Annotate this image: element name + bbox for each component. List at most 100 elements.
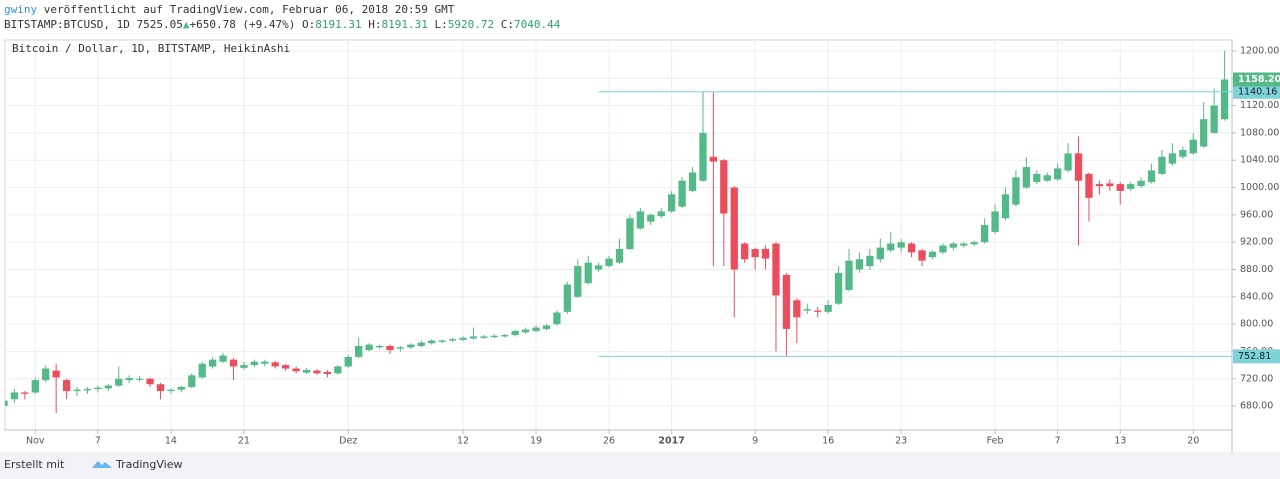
candle-body [824, 305, 832, 312]
brand-logo [92, 461, 112, 468]
last-price-label: 1158.20 [1238, 74, 1280, 85]
footer-created: Erstellt mit [4, 458, 65, 471]
candle-body [553, 312, 561, 325]
candle-body [1033, 173, 1041, 183]
candle-body [845, 260, 853, 290]
candle-body [469, 336, 478, 339]
candle-body [803, 309, 811, 311]
y-tick-label: 880.00 [1240, 264, 1273, 275]
candle-body [730, 187, 738, 270]
candle-body [365, 344, 373, 351]
candle-body [1085, 173, 1093, 198]
candle-body [772, 243, 780, 296]
candle-body [1210, 105, 1218, 133]
candle-body [615, 249, 624, 263]
candle-body [313, 370, 321, 374]
candle-body [939, 245, 947, 253]
candle-body [834, 272, 843, 304]
candle-body [146, 378, 154, 385]
candle-body [417, 342, 425, 346]
candle-body [250, 361, 259, 366]
arrow: ▲ [183, 18, 190, 31]
candle-body [814, 310, 822, 312]
x-tick-label: Dez [339, 436, 357, 447]
y-tick-label: 1200.00 [1240, 45, 1279, 56]
candle-body [688, 172, 697, 191]
footer-brand[interactable]: TradingView [115, 458, 182, 471]
l-label: L: [435, 18, 448, 31]
candle-body [125, 378, 133, 381]
candle-body [5, 400, 8, 407]
candle-body [1043, 175, 1051, 181]
candle-body [563, 284, 571, 312]
candle-body [115, 378, 123, 386]
plot-area [4, 39, 1233, 431]
candle-body [83, 389, 92, 391]
candle-body [490, 335, 498, 338]
candle-body [302, 369, 311, 373]
candle-body [1064, 153, 1072, 171]
candle-body [344, 356, 352, 367]
x-tick-label: 21 [238, 436, 250, 447]
candle-body [511, 330, 519, 336]
y-tick-label: 1000.00 [1240, 182, 1279, 193]
candle-body [657, 211, 665, 217]
candle-body [42, 368, 50, 381]
x-tick-label: 7 [1055, 436, 1061, 447]
candle-body [793, 300, 801, 318]
y-tick-label: 840.00 [1240, 291, 1273, 302]
h-label: H: [368, 18, 381, 31]
o-label: O: [302, 18, 315, 31]
candle-body [594, 265, 603, 270]
x-tick-label: 7 [95, 436, 101, 447]
candle-body [584, 262, 592, 284]
x-tick-label: 14 [165, 436, 177, 447]
candle-body [605, 258, 613, 267]
candle-body [428, 340, 436, 344]
candle-body [741, 243, 749, 260]
x-tick-label: 20 [1187, 436, 1199, 447]
candle-body [876, 247, 884, 260]
candle-body [375, 345, 384, 348]
author[interactable]: gwiny [4, 3, 37, 16]
candle-body [355, 345, 363, 357]
candle-body [1137, 180, 1145, 187]
y-tick-label: 1040.00 [1240, 155, 1279, 166]
candle-body [991, 211, 999, 232]
candle-body [10, 392, 19, 400]
candle-body [208, 359, 217, 367]
candle-body [1127, 184, 1135, 189]
candle-body [647, 214, 655, 222]
candle-body [1074, 153, 1083, 181]
x-tick-label: 13 [1114, 436, 1126, 447]
y-tick-label: 960.00 [1240, 209, 1273, 220]
candle-body [386, 345, 394, 351]
y-tick-label: 720.00 [1240, 373, 1273, 384]
x-tick-label: 9 [752, 436, 758, 447]
x-tick-label: 23 [895, 436, 907, 447]
candle-body [407, 344, 415, 348]
candle-body [229, 359, 238, 367]
candle-body [177, 386, 185, 390]
candle-body [1012, 177, 1020, 205]
candle-body [31, 380, 39, 393]
candle-body [188, 375, 196, 387]
y-tick-label: 800.00 [1240, 319, 1273, 330]
price-label-box [1233, 84, 1280, 99]
candle-body [678, 180, 686, 207]
candle-body [1179, 149, 1187, 157]
candle-body [949, 243, 957, 248]
candle-body [1116, 184, 1124, 191]
candle-body [1054, 168, 1062, 180]
candle-body [855, 259, 864, 270]
candle-body [1106, 183, 1114, 187]
candle-body [156, 384, 165, 392]
candle-body [542, 325, 551, 329]
candle-body [501, 335, 509, 337]
candle-body [21, 392, 29, 394]
candle-body [1200, 119, 1208, 147]
candle-body [521, 329, 530, 333]
candle-body [1168, 153, 1177, 164]
candle-body [438, 340, 446, 342]
